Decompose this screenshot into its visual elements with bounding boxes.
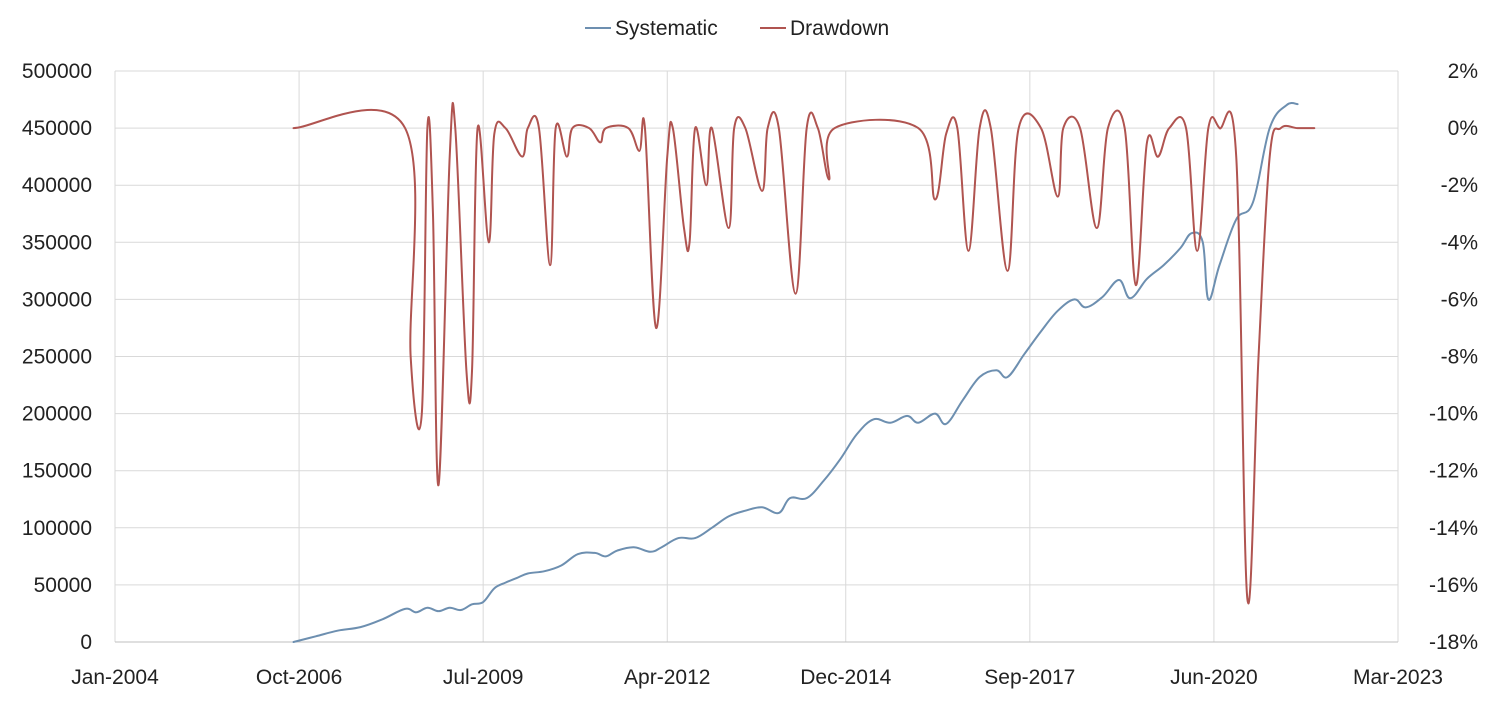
legend-label: Systematic bbox=[615, 17, 718, 40]
y-right-tick-label: -16% bbox=[1429, 574, 1478, 597]
y-right-tick-label: -14% bbox=[1429, 517, 1478, 540]
y-left-tick-label: 100000 bbox=[22, 517, 92, 540]
x-tick-label: Apr-2012 bbox=[624, 666, 710, 689]
y-left-tick-label: 350000 bbox=[22, 231, 92, 254]
x-tick-label: Oct-2006 bbox=[256, 666, 342, 689]
drawdown-series-line bbox=[292, 102, 1316, 605]
y-left-tick-label: 0 bbox=[80, 631, 92, 654]
systematic-series-line bbox=[292, 102, 1299, 643]
legend-label: Drawdown bbox=[790, 17, 889, 40]
y-right-tick-label: -4% bbox=[1441, 231, 1478, 254]
x-tick-label: Jun-2020 bbox=[1170, 666, 1258, 689]
y-right-tick-label: -6% bbox=[1441, 288, 1478, 311]
y-left-tick-label: 500000 bbox=[22, 60, 92, 83]
y-left-tick-label: 450000 bbox=[22, 117, 92, 140]
y-right-tick-label: -10% bbox=[1429, 403, 1478, 426]
legend: Systematic Drawdown bbox=[585, 17, 889, 40]
x-tick-label: Jul-2009 bbox=[443, 666, 524, 689]
y-left-tick-label: 150000 bbox=[22, 460, 92, 483]
series-lines bbox=[292, 102, 1316, 643]
grid-lines bbox=[114, 70, 1399, 643]
axes: 0 50000 100000 150000 200000 250000 300000 3500… bbox=[22, 60, 1478, 689]
y-right-tick-label: 0% bbox=[1448, 117, 1478, 140]
y-right-tick-label: -12% bbox=[1429, 460, 1478, 483]
y-left-tick-label: 200000 bbox=[22, 403, 92, 426]
y-right-tick-label: 2% bbox=[1448, 60, 1478, 83]
x-tick-label: Sep-2017 bbox=[984, 666, 1075, 689]
y-left-tick-label: 300000 bbox=[22, 288, 92, 311]
y-right-tick-label: -8% bbox=[1441, 346, 1478, 369]
y-left-tick-label: 50000 bbox=[34, 574, 92, 597]
x-tick-label: Jan-2004 bbox=[71, 666, 159, 689]
x-tick-label: Dec-2014 bbox=[800, 666, 891, 689]
y-right-tick-label: -2% bbox=[1441, 174, 1478, 197]
y-left-tick-label: 250000 bbox=[22, 346, 92, 369]
x-tick-label: Mar-2023 bbox=[1353, 666, 1443, 689]
y-left-tick-label: 400000 bbox=[22, 174, 92, 197]
y-right-tick-label: -18% bbox=[1429, 631, 1478, 654]
